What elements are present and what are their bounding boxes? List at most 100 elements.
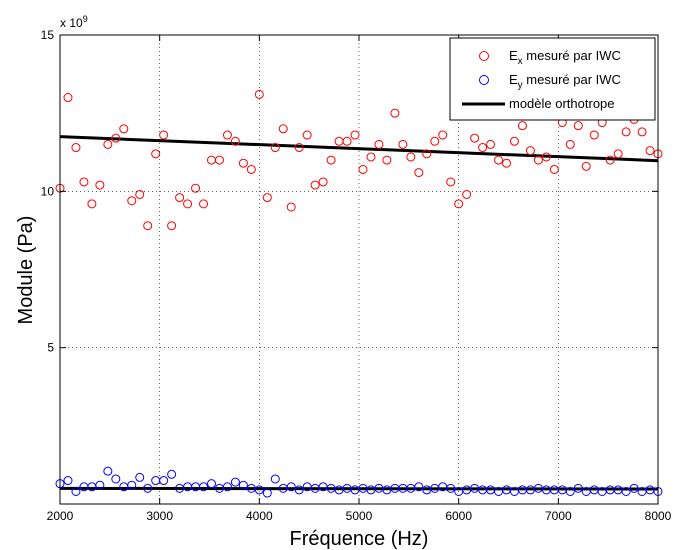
ex-point	[270, 143, 280, 153]
ex-point	[135, 189, 145, 199]
x-tick-labels: 2000 3000 4000 5000 6000 7000 8000	[47, 509, 672, 523]
legend-entry-model: modèle orthotrope	[509, 96, 615, 111]
legend-entry-ey: Ey mesuré par IWC	[509, 72, 621, 91]
legend-ey-sub: y	[518, 80, 523, 91]
x-axis-label: Fréquence (Hz)	[290, 528, 429, 550]
model-line	[59, 135, 659, 163]
ex-point	[565, 139, 575, 149]
y-tick-label: 5	[47, 341, 54, 355]
y-axis-label: Module (Pa)	[15, 216, 37, 325]
ey-point	[286, 482, 296, 492]
ex-point	[414, 168, 424, 178]
ex-point	[486, 139, 496, 149]
ex-point	[549, 164, 559, 174]
ey-point	[95, 480, 105, 490]
ex-point	[454, 199, 464, 209]
ex-point	[470, 133, 480, 143]
ex-point	[366, 152, 376, 162]
y-multiplier-exp: 9	[83, 14, 88, 24]
ey-point	[262, 488, 272, 498]
ey-point	[167, 469, 177, 479]
ex-point	[446, 177, 456, 187]
ex-point	[509, 136, 519, 146]
ex-point	[79, 177, 89, 187]
ex-point	[159, 130, 169, 140]
ex-point	[645, 146, 655, 156]
ex-point	[342, 136, 352, 146]
x-tick-label: 7000	[545, 509, 572, 523]
ex-point	[183, 199, 193, 209]
ex-point	[573, 121, 583, 131]
ex-point	[494, 155, 504, 165]
ex-point	[127, 196, 137, 206]
y-tick-labels: 5 10 15	[41, 28, 55, 355]
ex-point	[533, 155, 543, 165]
ex-point	[422, 149, 432, 159]
ey-point	[565, 486, 575, 496]
ex-point	[95, 180, 105, 190]
ex-point	[191, 183, 201, 193]
ex-point	[406, 152, 416, 162]
ex-point	[278, 124, 288, 134]
ey-point	[199, 482, 209, 492]
ex-point	[390, 108, 400, 118]
ey-point	[238, 480, 248, 490]
legend-marker-ey	[479, 75, 489, 85]
ey-point	[159, 476, 169, 486]
ex-point	[119, 124, 129, 134]
ex-point	[151, 149, 161, 159]
ex-point	[262, 193, 272, 203]
ex-point	[382, 155, 392, 165]
ex-point	[222, 130, 232, 140]
ex-point	[581, 161, 591, 171]
ex-point	[318, 177, 328, 187]
ex-point	[71, 143, 81, 153]
x-tick-label: 5000	[346, 509, 373, 523]
x-tick-label: 6000	[445, 509, 472, 523]
ex-point	[167, 221, 177, 231]
ex-point	[302, 130, 312, 140]
ex-point	[613, 149, 623, 159]
ey-point	[414, 482, 424, 492]
legend-ex-base: E	[509, 48, 518, 63]
ey-point	[294, 485, 304, 495]
legend-ex-sub: x	[518, 56, 523, 67]
ex-point	[525, 146, 535, 156]
ey-point	[143, 483, 153, 493]
ex-point	[502, 158, 512, 168]
ey-point	[71, 486, 81, 496]
ex-series	[55, 89, 663, 231]
ey-point	[103, 466, 113, 476]
ex-point	[637, 127, 647, 137]
ey-point	[446, 483, 456, 493]
x-tick-label: 8000	[645, 509, 672, 523]
ex-point	[605, 155, 615, 165]
ex-point	[374, 139, 384, 149]
legend-ey-rest: mesuré par IWC	[523, 72, 621, 87]
ex-point	[246, 164, 256, 174]
x-tick-label: 3000	[146, 509, 173, 523]
ey-point	[206, 479, 216, 489]
legend-ex-rest: mesuré par IWC	[523, 48, 621, 63]
y-multiplier: x 109	[60, 14, 88, 30]
ex-point	[358, 164, 368, 174]
ex-point	[310, 180, 320, 190]
legend-entry-ex: Ex mesuré par IWC	[509, 48, 621, 67]
ex-point	[517, 121, 527, 131]
legend-ey-base: E	[509, 72, 518, 87]
ex-point	[350, 130, 360, 140]
ey-point	[230, 477, 240, 487]
ex-point	[230, 136, 240, 146]
ex-point	[462, 189, 472, 199]
ey-point	[270, 474, 280, 484]
ey-point	[573, 483, 583, 493]
ey-point	[254, 485, 264, 495]
ex-point	[143, 221, 153, 231]
ex-point	[214, 155, 224, 165]
ex-point	[621, 127, 631, 137]
ex-point	[111, 133, 121, 143]
ex-point	[238, 158, 248, 168]
ex-point	[398, 139, 408, 149]
ey-point	[63, 476, 73, 486]
